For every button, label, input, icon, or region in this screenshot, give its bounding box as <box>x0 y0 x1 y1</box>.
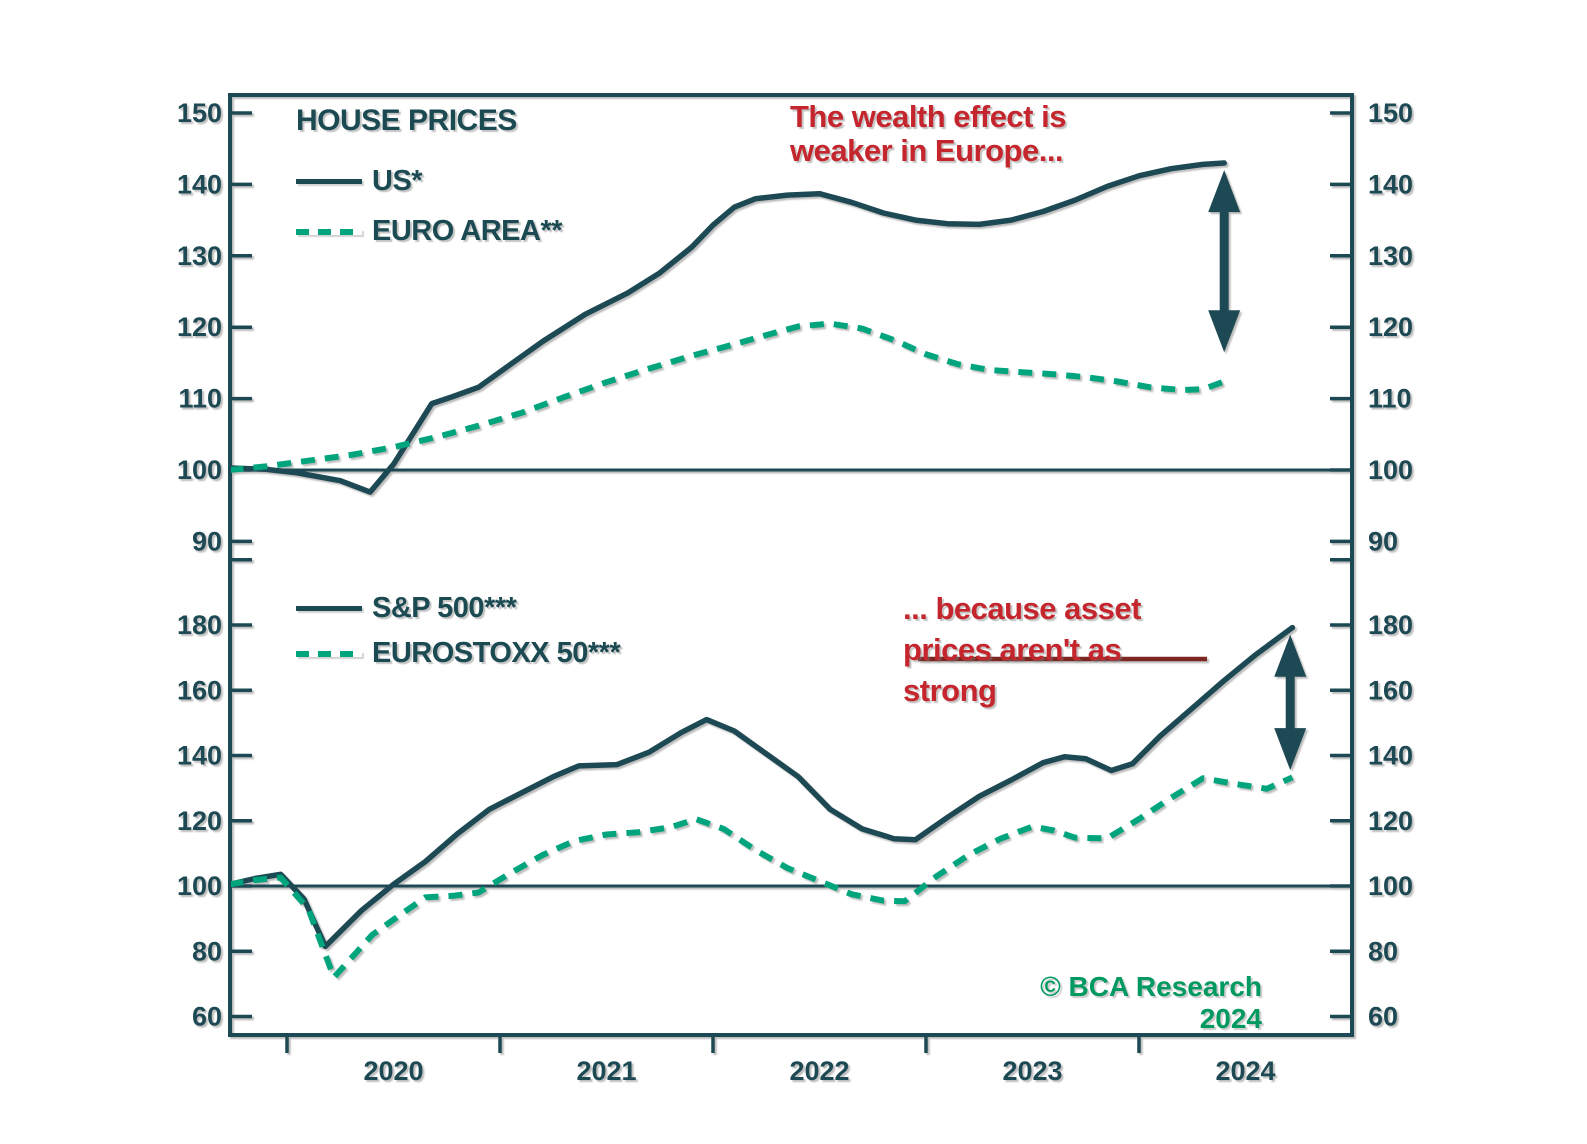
gap-arrow-icon <box>1208 170 1241 353</box>
euro-area-line-swatch-icon <box>296 228 362 235</box>
x-axis-year-label: 2021 <box>576 1056 636 1086</box>
series-line-s-p-500- <box>231 624 1296 950</box>
annotation-line: ... because asset <box>903 591 1141 626</box>
y-axis-label-right: 140 <box>1368 741 1413 771</box>
y-axis-label-left: 80 <box>192 936 222 966</box>
y-axis-label-left: 100 <box>177 455 222 485</box>
y-axis-label-right: 60 <box>1368 1002 1398 1032</box>
x-axis-year-label: 2022 <box>789 1056 849 1086</box>
chart-root: 150 150 140 140 130 130 120 120 110 110 100 100 90 90… <box>177 93 1413 1086</box>
legend-label-eurostoxx: EUROSTOXX 50*** <box>372 637 621 669</box>
y-axis-label-left: 180 <box>177 610 222 640</box>
y-axis-label-left: 130 <box>177 241 222 271</box>
copyright-text: © BCA Research 2024 <box>1040 971 1262 1034</box>
legend-label-us: US* <box>372 165 423 197</box>
y-axis-label-right: 140 <box>1368 169 1413 199</box>
y-axis-label-left: 120 <box>177 806 222 836</box>
y-axis-label-right: 110 <box>1368 384 1412 414</box>
us-line-swatch-icon <box>296 179 362 184</box>
y-axis-label-right: 130 <box>1368 241 1413 271</box>
legend-title-house-prices: HOUSE PRICES <box>296 104 517 137</box>
eurostoxx-line-swatch-icon <box>296 650 362 657</box>
annotation-asset-prices: ... because asset prices aren't as stron… <box>903 588 1141 711</box>
y-axis-label-right: 180 <box>1368 610 1413 640</box>
x-axis-year-label: 2024 <box>1215 1056 1275 1086</box>
legend-equity-indexes: S&P 500*** EUROSTOXX 50*** <box>296 592 621 670</box>
annotation-line: strong <box>903 673 997 708</box>
x-axis-year-label: 2023 <box>1002 1056 1062 1086</box>
y-axis-label-left: 120 <box>177 312 222 342</box>
y-axis-label-right: 120 <box>1368 806 1413 836</box>
y-axis-label-right: 100 <box>1368 455 1413 485</box>
legend-label-euro-area: EURO AREA** <box>372 215 563 247</box>
sp500-line-swatch-icon <box>296 606 362 611</box>
annotation-line: The wealth effect is <box>790 99 1066 134</box>
annotation-wealth-effect: The wealth effect is weaker in Europe... <box>790 100 1066 168</box>
y-axis-label-left: 150 <box>177 98 222 128</box>
x-axis-year-label: 2020 <box>363 1056 423 1086</box>
annotation-line: weaker in Europe... <box>790 133 1064 168</box>
y-axis-label-right: 150 <box>1368 98 1413 128</box>
y-axis-label-left: 90 <box>192 526 222 556</box>
y-axis-label-left: 60 <box>192 1002 222 1032</box>
y-axis-label-left: 110 <box>178 384 222 414</box>
y-axis-label-left: 100 <box>177 871 222 901</box>
series-line-eurostoxx-50- <box>231 774 1294 981</box>
gap-arrow-icon <box>1274 634 1307 771</box>
y-axis-label-right: 160 <box>1368 675 1413 705</box>
series-line-euro-area- <box>231 320 1226 473</box>
y-axis-label-right: 90 <box>1368 526 1398 556</box>
legend-house-prices: HOUSE PRICES US* EURO AREA** <box>296 104 563 248</box>
legend-label-sp500: S&P 500*** <box>372 592 517 624</box>
y-axis-label-right: 120 <box>1368 312 1413 342</box>
y-axis-label-left: 140 <box>177 169 222 199</box>
y-axis-label-left: 160 <box>177 675 222 705</box>
annotation-line: prices aren't as <box>903 632 1122 667</box>
y-axis-label-right: 80 <box>1368 936 1398 966</box>
y-axis-label-left: 140 <box>177 741 222 771</box>
y-axis-label-right: 100 <box>1368 871 1413 901</box>
